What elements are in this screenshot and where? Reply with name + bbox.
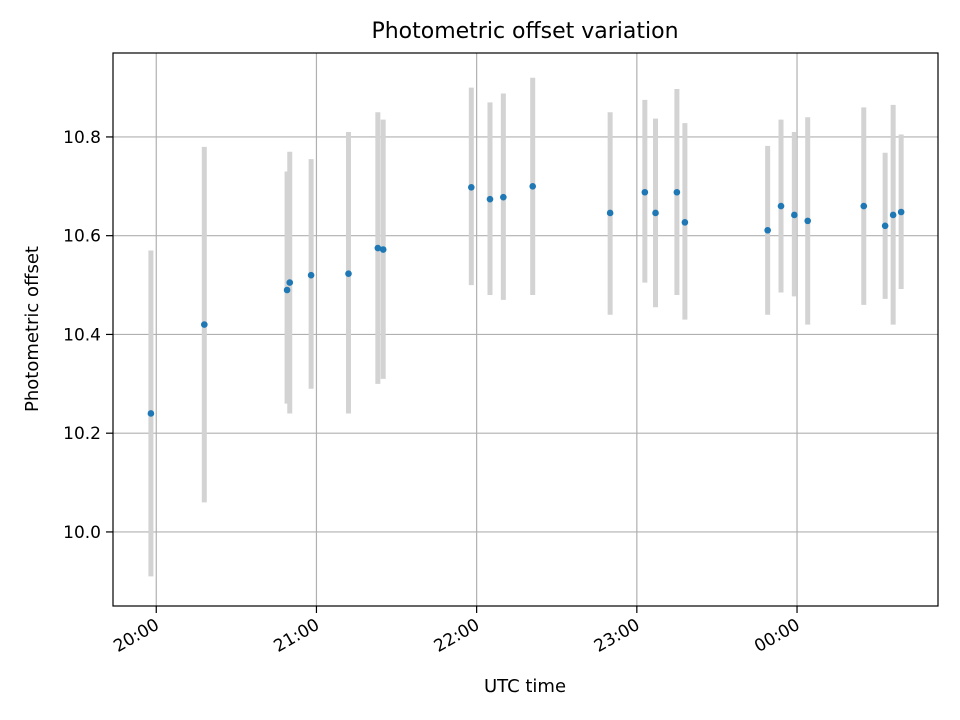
data-points <box>147 183 905 417</box>
data-point <box>486 195 494 203</box>
data-point <box>201 321 208 328</box>
data-point <box>374 244 382 252</box>
data-point <box>500 193 507 201</box>
grid-lines <box>113 53 938 606</box>
data-point <box>606 209 614 217</box>
data-point <box>652 209 659 217</box>
data-point <box>681 219 689 226</box>
y-tick-label: 10.4 <box>63 325 101 345</box>
data-point <box>889 211 897 219</box>
data-point <box>641 188 649 196</box>
chart-title: Photometric offset variation <box>371 19 678 44</box>
data-point <box>286 279 294 286</box>
data-point <box>673 188 681 196</box>
y-tick-label: 10.8 <box>63 128 101 148</box>
data-point <box>791 211 798 219</box>
data-point <box>468 184 475 191</box>
data-point <box>897 208 905 216</box>
data-point <box>307 271 315 279</box>
y-axis-label: Photometric offset <box>22 246 43 412</box>
data-point <box>860 202 868 210</box>
data-point <box>777 202 785 210</box>
plot-frame <box>112 52 939 607</box>
data-point <box>379 246 387 253</box>
data-point <box>764 226 771 234</box>
y-tick-label: 10.2 <box>63 424 101 444</box>
data-point <box>345 270 352 278</box>
y-tick-label: 10.6 <box>63 227 101 247</box>
data-point <box>529 183 537 190</box>
x-axis-label: UTC time <box>484 676 566 697</box>
data-point <box>283 286 291 294</box>
data-point <box>881 222 889 230</box>
y-axis-ticks: 10.0 10.2 10.4 10.6 10.8 <box>63 128 113 543</box>
y-tick-label: 10.0 <box>63 523 101 543</box>
data-point <box>147 410 155 417</box>
data-point <box>804 217 812 225</box>
